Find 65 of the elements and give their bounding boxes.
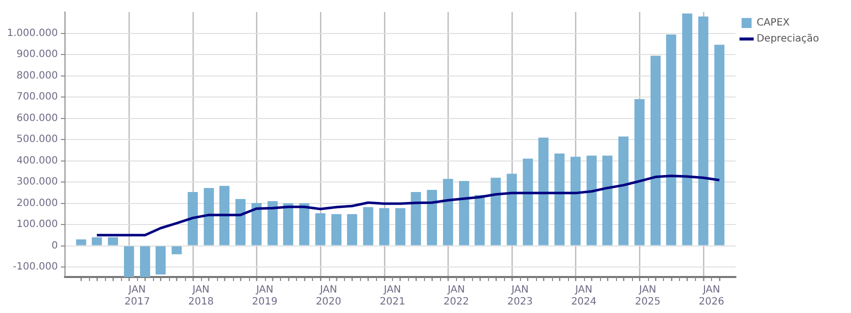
bar [92, 237, 102, 246]
x-tick-label: JAN 2022 [444, 284, 469, 308]
x-tick-label: JAN 2021 [380, 284, 406, 308]
bar [410, 192, 421, 246]
x-tick-label: JAN 2019 [252, 284, 278, 308]
bar [379, 208, 390, 246]
y-tick-label: 300.000 [16, 176, 58, 188]
bar [682, 13, 692, 246]
bar [347, 214, 358, 246]
bar [506, 174, 517, 246]
x-tick-label: JAN 2018 [188, 284, 214, 308]
bar [140, 246, 150, 277]
bar [172, 246, 182, 254]
y-tick-label: 100.000 [16, 219, 58, 230]
x-tick-label: JAN 2017 [124, 284, 150, 308]
bar [490, 178, 501, 246]
bar [251, 203, 262, 246]
bar [650, 56, 661, 246]
bar [538, 138, 548, 246]
bar [714, 44, 724, 246]
bar [156, 246, 166, 274]
bar [618, 136, 628, 246]
bar [283, 203, 294, 246]
y-tick-label: 0 [52, 240, 58, 252]
bar [554, 154, 565, 246]
bar [634, 99, 645, 246]
bar [188, 192, 198, 246]
y-tick-label: 800.000 [16, 70, 58, 82]
bar [522, 158, 533, 246]
bar [395, 208, 406, 246]
x-tick-label: JAN 2026 [698, 284, 724, 308]
bar [76, 239, 86, 246]
bar [204, 188, 214, 246]
y-tick-label: 400.000 [16, 155, 58, 166]
bar [235, 199, 246, 246]
y-tick-label: 200.000 [16, 198, 58, 209]
x-tick-label: JAN 2023 [507, 284, 533, 308]
bar [459, 180, 470, 246]
bar [315, 213, 326, 246]
x-tick-label: JAN 2020 [316, 284, 342, 308]
bar [570, 156, 581, 246]
legend-label: CAPEX [756, 18, 790, 29]
y-tick-label: 1.000.000 [6, 28, 58, 39]
legend-label: Depreciação [756, 34, 820, 45]
bar [698, 16, 708, 246]
y-tick-label: 700.000 [16, 92, 58, 103]
bar [124, 246, 134, 277]
y-tick-label: 900.000 [16, 49, 58, 60]
bar [442, 178, 454, 246]
bar [474, 194, 485, 246]
y-tick-label: -100.000 [12, 262, 58, 273]
bar [602, 156, 612, 246]
bar [586, 156, 597, 246]
x-tick-label: JAN 2024 [571, 284, 597, 308]
bar [363, 207, 374, 246]
bar [666, 34, 676, 246]
bar [426, 190, 438, 246]
bar [219, 186, 230, 246]
bar [108, 237, 118, 246]
bar [299, 203, 310, 246]
y-tick-label: 500.000 [16, 134, 58, 146]
bar [331, 214, 342, 246]
x-tick-label: JAN 2025 [635, 284, 660, 308]
bar [268, 201, 278, 246]
y-tick-label: 600.000 [16, 112, 58, 124]
